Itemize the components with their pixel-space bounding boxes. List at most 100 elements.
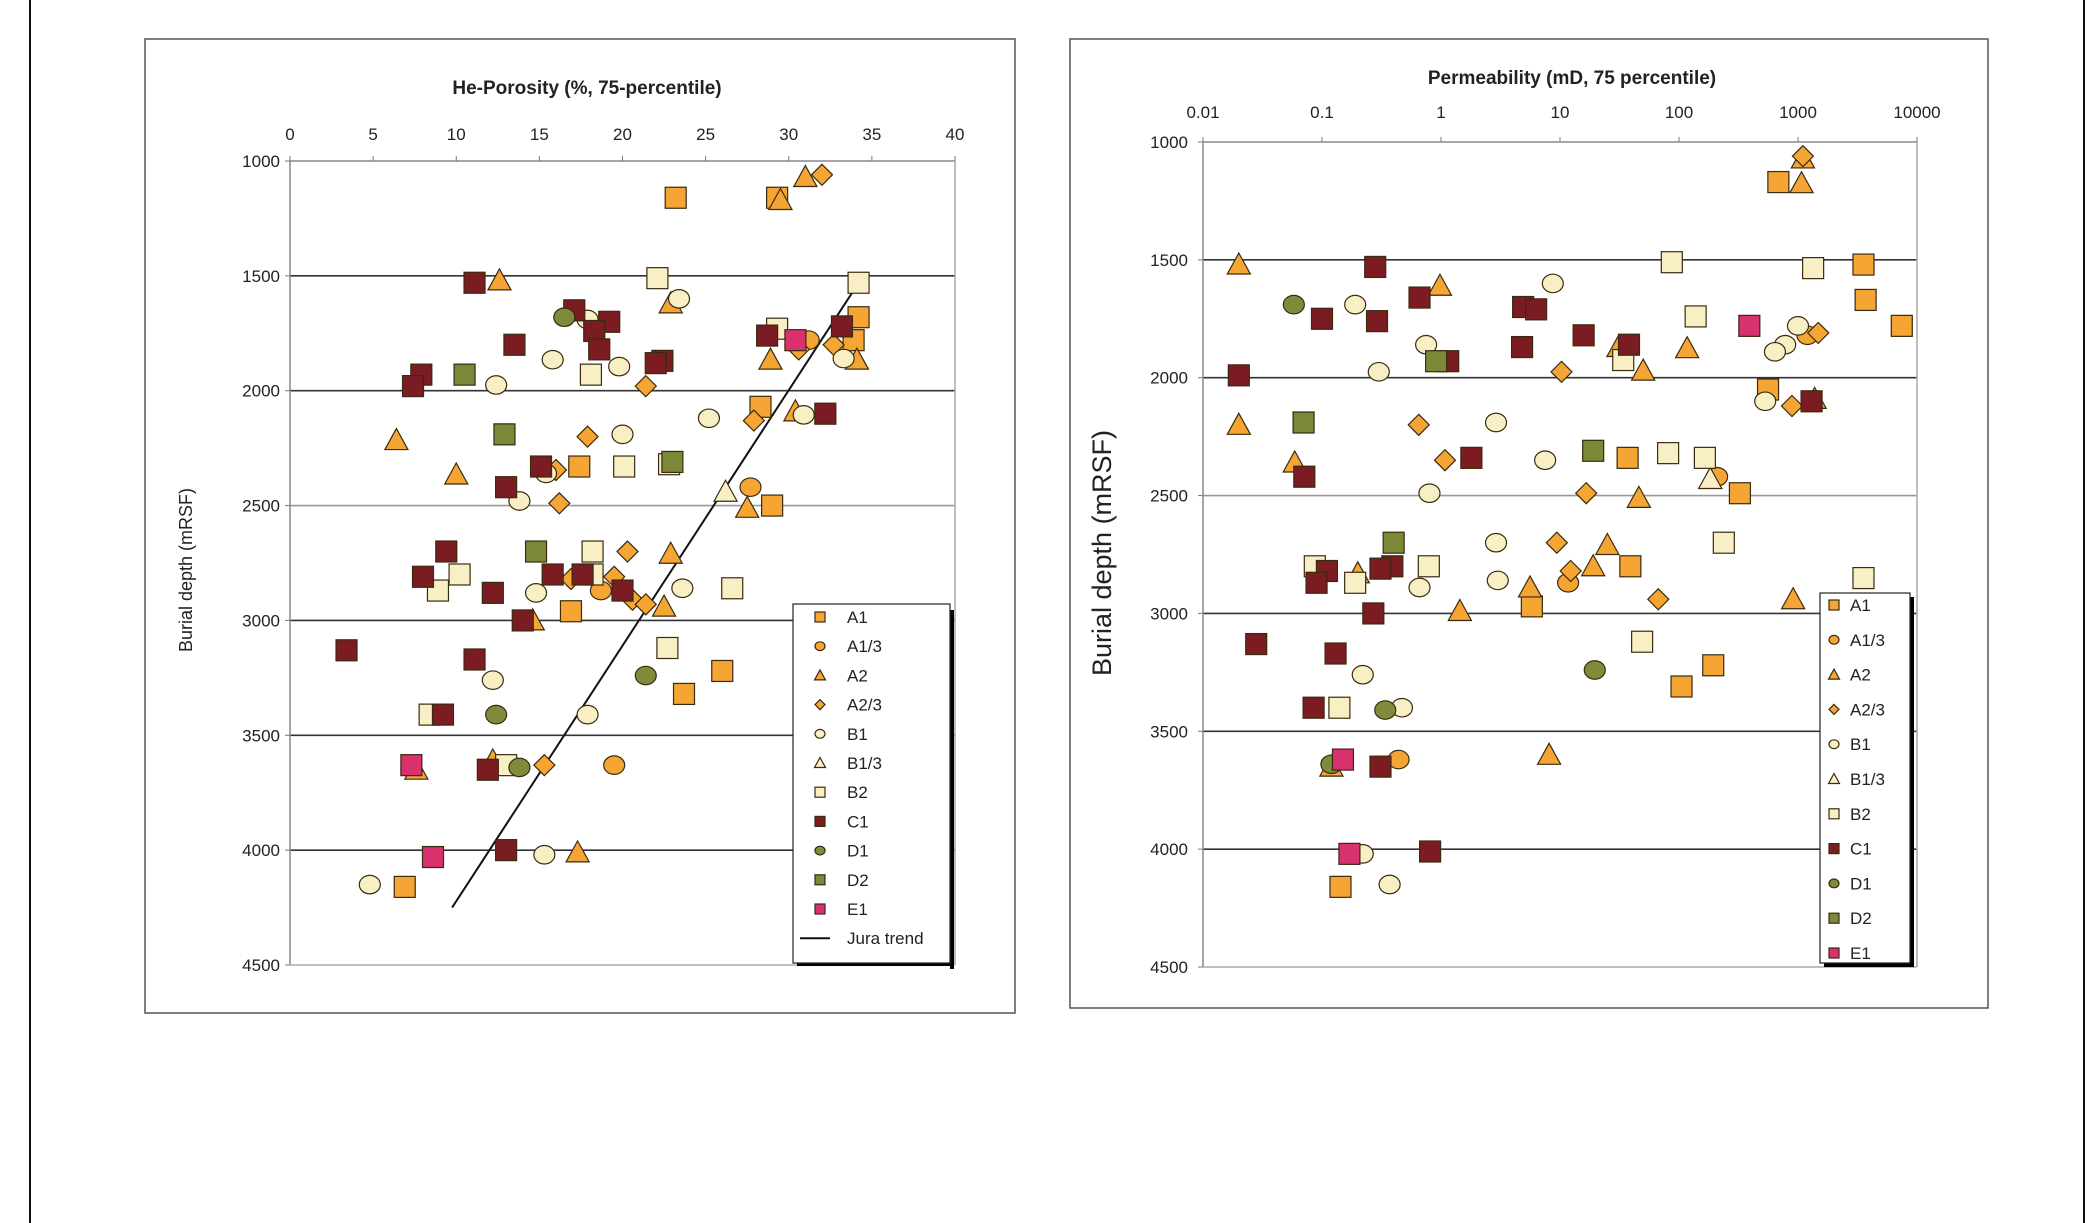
data-point-c1 xyxy=(1305,571,1328,594)
data-point-b2 xyxy=(1657,442,1680,465)
data-point-b2 xyxy=(646,267,669,290)
data-point-b1 xyxy=(671,578,694,599)
x-tick-label: 0.01 xyxy=(1186,103,1219,122)
x-tick-label: 5 xyxy=(368,125,377,144)
legend-marker-b1-3 xyxy=(1827,772,1841,785)
legend-marker-b2 xyxy=(1828,808,1840,820)
x-tick-label: 0 xyxy=(285,125,294,144)
data-point-b1 xyxy=(358,874,381,895)
data-point-c1 xyxy=(1302,696,1325,719)
y-tick-label: 3000 xyxy=(242,611,280,630)
data-point-d1 xyxy=(485,704,508,725)
legend-marker-b1 xyxy=(1828,739,1840,750)
data-point-c1 xyxy=(1293,465,1316,488)
legend-label: E1 xyxy=(1850,944,1871,963)
data-point-d2 xyxy=(453,363,476,386)
legend-marker-b1 xyxy=(814,728,826,739)
data-point-c1 xyxy=(1460,446,1483,469)
x-tick-label: 1 xyxy=(1436,103,1445,122)
legend-label: B2 xyxy=(1850,805,1871,824)
x-tick-label: 0.1 xyxy=(1310,103,1334,122)
data-point-b1 xyxy=(524,583,548,603)
data-point-b2 xyxy=(1802,257,1825,280)
data-point-e1 xyxy=(1738,314,1761,337)
data-point-b1 xyxy=(611,424,634,445)
y-tick-label: 2500 xyxy=(1150,487,1188,506)
legend-marker-a2 xyxy=(813,668,827,681)
data-point-c1 xyxy=(1369,557,1392,580)
data-point-e1 xyxy=(1331,748,1355,771)
data-point-b1 xyxy=(792,404,815,425)
data-point-b2 xyxy=(1417,555,1440,578)
data-point-b1 xyxy=(667,288,691,309)
x-tick-label: 30 xyxy=(779,125,798,144)
data-point-b2 xyxy=(1684,305,1707,328)
data-point-b1 xyxy=(608,356,631,377)
legend-label: D2 xyxy=(847,871,869,890)
data-point-e1 xyxy=(1338,842,1361,865)
data-point-a1 xyxy=(1852,253,1875,276)
data-point-a1 xyxy=(1890,314,1913,337)
legend-marker-a1-3 xyxy=(814,641,826,652)
data-point-c1 xyxy=(401,375,425,398)
data-point-a2 xyxy=(792,164,818,188)
data-point-c1 xyxy=(814,402,837,425)
data-point-a2-3 xyxy=(533,753,556,777)
data-point-a1 xyxy=(1329,875,1352,898)
x-tick-label: 35 xyxy=(862,125,881,144)
data-point-a2 xyxy=(1594,532,1620,556)
legend-label: A2/3 xyxy=(847,696,882,715)
data-point-c1 xyxy=(503,333,526,356)
data-point-c1 xyxy=(1364,255,1387,279)
data-point-c1 xyxy=(1369,755,1392,778)
x-tick-label: 100 xyxy=(1665,103,1693,122)
legend-shadow xyxy=(797,963,954,966)
data-point-a2 xyxy=(757,346,784,370)
data-point-b2 xyxy=(579,363,603,386)
y-tick-label: 1000 xyxy=(242,152,280,171)
data-point-a1 xyxy=(711,659,734,683)
x-tick-label: 10 xyxy=(447,125,466,144)
y-tick-label: 4500 xyxy=(1150,958,1188,977)
y-tick-label: 3000 xyxy=(1150,604,1188,623)
data-point-b1 xyxy=(533,844,556,865)
legend-label: D2 xyxy=(1850,909,1872,928)
data-point-a2-3 xyxy=(1559,559,1583,583)
data-point-c1 xyxy=(1617,333,1641,356)
data-point-a2 xyxy=(1580,553,1606,577)
data-point-a1 xyxy=(559,600,583,623)
data-point-a2 xyxy=(1788,170,1815,194)
data-point-a2 xyxy=(1630,357,1656,381)
data-point-c1 xyxy=(1227,364,1250,387)
y-tick-label: 1500 xyxy=(242,267,280,286)
page-border-left xyxy=(29,0,31,1223)
data-point-c1 xyxy=(1419,840,1442,863)
legend-label: B1 xyxy=(1850,735,1871,754)
data-point-a2-3 xyxy=(576,425,599,449)
data-point-b2 xyxy=(847,271,870,294)
data-point-a2 xyxy=(734,495,760,518)
data-point-b1 xyxy=(1484,412,1508,433)
legend-label: C1 xyxy=(847,812,869,831)
data-point-a2-3 xyxy=(634,374,658,398)
data-point-a1-3 xyxy=(603,755,626,775)
data-point-c1 xyxy=(1362,602,1385,625)
data-point-c1 xyxy=(571,563,594,586)
data-point-c1 xyxy=(463,648,486,671)
data-point-c1 xyxy=(1572,324,1595,347)
data-point-a2-3 xyxy=(1791,144,1815,168)
data-point-b1-3 xyxy=(1697,466,1723,490)
data-point-c1 xyxy=(435,540,458,563)
legend-marker-a2-3 xyxy=(1828,703,1840,716)
y-tick-label: 2000 xyxy=(242,382,280,401)
data-point-c1 xyxy=(1800,390,1823,413)
legend-marker-a1-3 xyxy=(1828,634,1840,645)
legend-marker-c1 xyxy=(1828,842,1840,855)
data-point-b2 xyxy=(656,636,679,660)
data-point-b2 xyxy=(1328,696,1351,719)
data-point-b1 xyxy=(1786,316,1810,336)
legend-marker-a1 xyxy=(814,611,826,623)
legend-label: A2 xyxy=(1850,666,1871,685)
data-point-b1 xyxy=(1541,273,1564,294)
data-point-c1 xyxy=(411,565,435,588)
